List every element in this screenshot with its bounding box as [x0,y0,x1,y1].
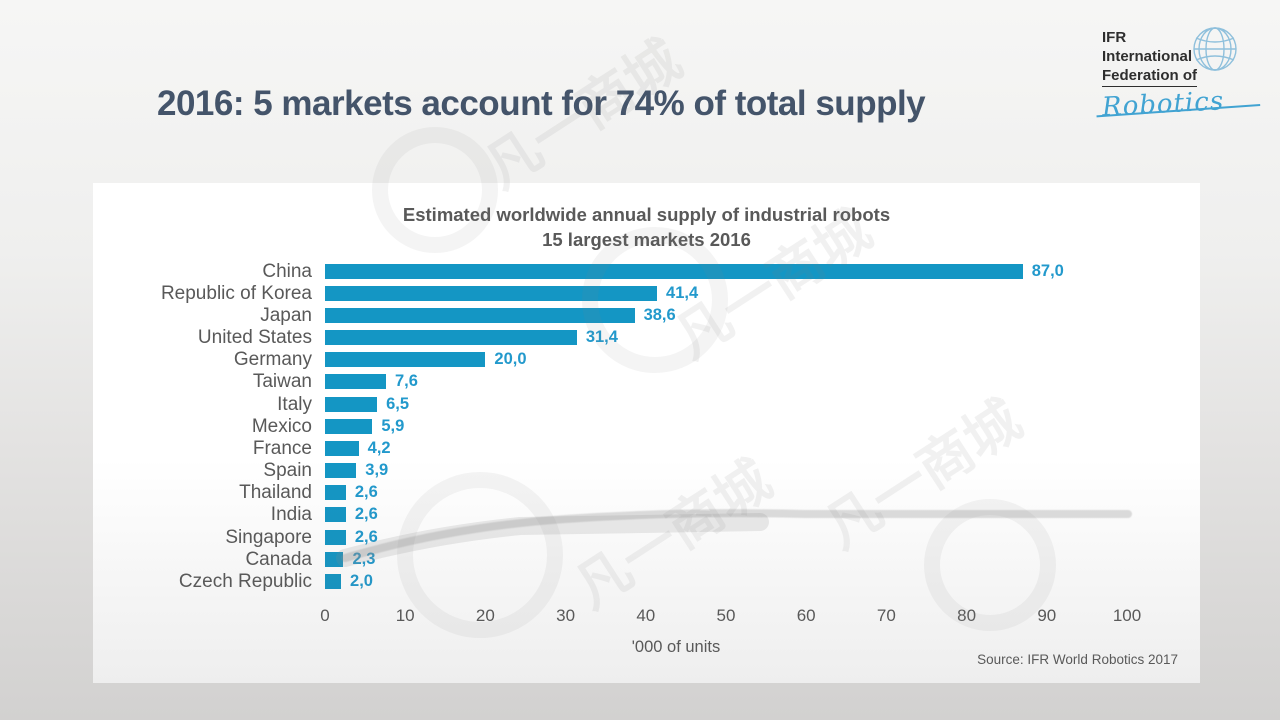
value-label: 38,6 [643,305,676,324]
value-label: 3,9 [365,461,389,480]
category-label: Germany [233,349,312,371]
bar [325,330,577,346]
value-label: 5,9 [381,416,405,435]
bar [325,440,359,456]
ifr-logo-text: IFR International Federation of [1102,28,1242,87]
bar [325,396,378,412]
x-tick-label: 70 [876,606,896,625]
ifr-logo-line3: Federation of [1102,66,1198,87]
slide-title: 2016: 5 markets account for 74% of total… [157,84,926,123]
category-label: Thailand [239,482,312,504]
x-tick-label: 100 [1112,606,1142,625]
bar [325,529,346,545]
x-tick-label: 20 [475,606,495,625]
x-tick-label: 10 [395,606,415,625]
x-axis-label: '000 of units [631,638,721,656]
category-label: Italy [277,393,312,415]
chart-panel: Estimated worldwide annual supply of ind… [93,183,1200,683]
category-label: Spain [263,460,312,482]
value-label: 87,0 [1031,261,1064,280]
value-label: 7,6 [394,372,418,391]
value-label: 20,0 [494,350,527,369]
bar [325,551,344,567]
chart-title-line2: 15 largest markets 2016 [542,229,751,250]
value-label: 6,5 [386,394,410,413]
source-note: Source: IFR World Robotics 2017 [977,652,1178,667]
bar [325,352,486,368]
category-label: Czech Republic [178,571,312,593]
ifr-logo-robotics-script: Robotics [1101,85,1242,122]
value-label: 2,6 [354,527,378,546]
bar [325,574,342,590]
chart-title-line1: Estimated worldwide annual supply of ind… [402,204,891,225]
bar [325,418,373,434]
ifr-logo: IFR International Federation of Robotics [1101,27,1242,123]
category-label: Canada [245,548,312,570]
value-label: 4,2 [367,438,391,457]
category-label: India [270,504,312,526]
bar [325,374,386,390]
bar [325,485,346,501]
ifr-logo-line2: International [1102,48,1193,65]
globe-icon [1190,24,1240,79]
bar [325,285,658,301]
x-tick-label: 0 [320,606,330,625]
x-tick-label: 40 [636,606,656,625]
category-label: Taiwan [252,371,312,393]
bar [325,307,635,323]
bar [325,263,1023,279]
category-label: Republic of Korea [160,282,312,304]
x-tick-label: 30 [556,606,576,625]
category-label: Singapore [225,526,312,548]
value-label: 2,3 [352,549,376,568]
value-label: 2,6 [354,505,378,524]
category-label: Japan [260,304,312,326]
category-label: China [262,260,312,282]
category-label: France [252,437,312,459]
category-label: Mexico [251,415,312,437]
x-tick-label: 50 [716,606,736,625]
bar [325,463,357,479]
value-label: 2,6 [354,483,378,502]
ifr-logo-line1: IFR [1102,29,1127,46]
x-tick-label: 80 [957,606,977,625]
x-tick-label: 60 [796,606,816,625]
bar [325,507,346,523]
x-tick-label: 90 [1037,606,1057,625]
category-label: United States [197,327,312,349]
value-label: 31,4 [585,328,618,347]
chart-title: Estimated worldwide annual supply of ind… [93,202,1200,252]
value-label: 41,4 [666,283,699,302]
value-label: 2,0 [350,572,373,591]
